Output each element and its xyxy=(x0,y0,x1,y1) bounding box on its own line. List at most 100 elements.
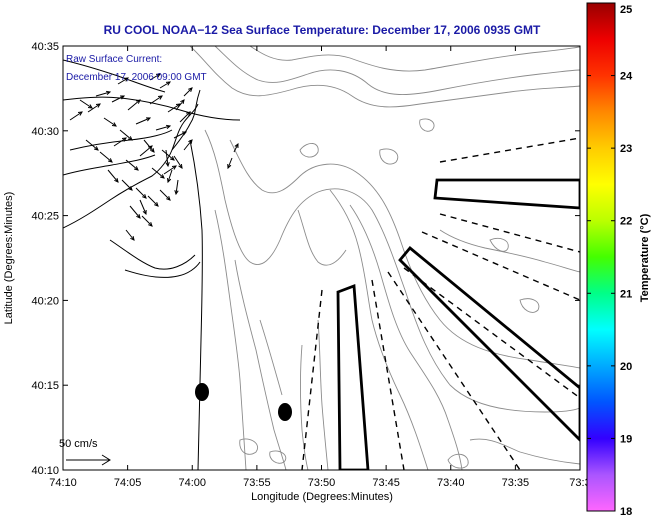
dashed-line xyxy=(301,289,323,470)
colorbar-tick-label: 20 xyxy=(620,361,632,373)
contour-line xyxy=(234,259,287,470)
current-vector xyxy=(139,145,153,157)
contour-line xyxy=(299,143,319,158)
y-tick-label: 40:15 xyxy=(31,380,59,392)
contour-line xyxy=(249,46,580,72)
coastline-ny xyxy=(63,59,166,93)
current-vector xyxy=(135,187,147,199)
contour-line xyxy=(317,319,329,470)
current-vector xyxy=(69,111,83,121)
scale-arrow xyxy=(66,454,111,466)
contour-line xyxy=(214,46,580,96)
colorbar-tick-label: 24 xyxy=(620,71,633,83)
x-tick-label: 73:50 xyxy=(308,477,336,489)
dashed-line xyxy=(439,137,580,163)
y-tick-label: 40:25 xyxy=(31,211,59,223)
colorbar-bar xyxy=(586,2,616,512)
current-vector xyxy=(233,142,239,153)
x-tick-label: 74:00 xyxy=(178,477,206,489)
current-vector xyxy=(113,137,127,147)
current-vector xyxy=(175,99,185,111)
current-vector xyxy=(87,103,101,113)
current-vector xyxy=(127,99,141,111)
current-vector xyxy=(125,159,139,171)
map-panel xyxy=(62,45,581,471)
x-tick-label: 73:55 xyxy=(243,477,271,489)
contour-line xyxy=(349,204,463,470)
colorbar-tick-label: 21 xyxy=(620,288,632,300)
current-vector xyxy=(79,99,93,109)
figure-title: RU COOL NOAA−12 Sea Surface Temperature:… xyxy=(104,23,541,37)
coastline-sandy-hook xyxy=(171,89,201,151)
sampling-boxes xyxy=(336,178,580,470)
contour-line xyxy=(214,209,247,470)
current-vector xyxy=(166,169,173,184)
coastline-bay xyxy=(63,154,156,176)
contour-line xyxy=(329,189,429,470)
x-axis-ticks: 74:10 74:05 74:00 73:55 73:50 73:45 73:40 73:35… xyxy=(49,46,591,489)
current-vector xyxy=(183,139,193,151)
contour-line xyxy=(519,298,540,313)
current-vector xyxy=(149,95,163,105)
contour-line xyxy=(259,319,283,396)
contour-line xyxy=(419,118,435,132)
colorbar: 25 24 23 22 21 20 19 18 Temperature (°C) xyxy=(586,2,651,518)
current-vector xyxy=(159,81,171,89)
current-vector xyxy=(143,139,155,153)
colorbar-tick-label: 23 xyxy=(620,143,632,155)
buoy-marker xyxy=(278,403,292,421)
current-vector xyxy=(173,155,183,169)
y-axis-label: Latitude (Degrees:Minutes) xyxy=(3,192,15,325)
contour-line xyxy=(300,344,309,470)
current-vector xyxy=(99,151,113,163)
current-vector xyxy=(165,149,170,168)
coastline-river xyxy=(124,261,201,278)
surface-current-vectors xyxy=(69,73,239,241)
x-tick-label: 73:35 xyxy=(502,477,530,489)
current-vector xyxy=(139,199,147,216)
coastline-river xyxy=(109,239,196,270)
x-tick-label: 74:10 xyxy=(49,477,77,489)
x-tick-label: 74:05 xyxy=(114,477,142,489)
current-vector xyxy=(111,95,126,103)
scale-label: 50 cm/s xyxy=(59,438,98,450)
current-vector xyxy=(117,77,129,85)
colorbar-tick-label: 18 xyxy=(620,506,632,518)
contour-line xyxy=(439,229,580,273)
current-vector xyxy=(159,189,171,201)
current-vector xyxy=(227,157,233,170)
dashed-line xyxy=(403,267,580,399)
current-label-date: December 17, 2006 09:00 GMT xyxy=(66,72,207,83)
box-north xyxy=(433,178,580,210)
current-vector xyxy=(147,195,159,207)
dashed-line xyxy=(387,271,521,470)
colorbar-tick-label: 25 xyxy=(620,4,632,16)
y-tick-label: 40:20 xyxy=(31,295,59,307)
contour-line xyxy=(204,129,580,413)
contour-line xyxy=(269,450,287,464)
bathymetry-contours xyxy=(189,46,580,470)
current-vector xyxy=(161,149,175,161)
contour-line xyxy=(239,438,258,455)
current-label-title: Raw Surface Current: xyxy=(66,54,162,65)
current-vector xyxy=(151,167,165,179)
y-tick-label: 40:10 xyxy=(31,465,59,477)
contour-line xyxy=(189,46,580,108)
current-vector xyxy=(129,205,141,219)
current-vector xyxy=(95,90,112,97)
dashed-line xyxy=(439,213,580,253)
colorbar-label: Temperature (°C) xyxy=(639,213,651,302)
y-tick-label: 40:35 xyxy=(31,41,59,53)
current-vector xyxy=(121,179,133,191)
coastline-nj xyxy=(63,103,199,229)
colorbar-tick-label: 22 xyxy=(620,216,632,228)
buoy-marker xyxy=(195,383,209,401)
contour-line xyxy=(469,438,580,465)
coastline-ny xyxy=(63,96,241,121)
current-vector xyxy=(119,129,133,141)
current-vector xyxy=(173,131,188,139)
x-tick-label: 73:40 xyxy=(437,477,465,489)
contour-line xyxy=(489,237,509,252)
current-vector xyxy=(141,215,153,227)
